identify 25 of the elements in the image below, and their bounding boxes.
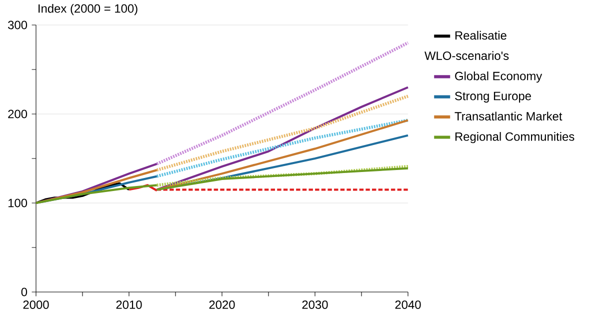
legend-title: WLO-scenario's <box>424 51 509 60</box>
line-series <box>155 41 410 166</box>
y-tick-label: 200 <box>8 110 28 118</box>
x-tick-label: 2030 <box>302 300 328 309</box>
x-tick-label: 2010 <box>116 300 142 309</box>
legend-label: Regional Communities <box>455 132 574 144</box>
line-series <box>156 167 410 191</box>
y-tick-label: 300 <box>8 20 28 30</box>
x-tick-label: 2040 <box>395 300 421 309</box>
line-series <box>155 94 410 172</box>
legend-label: Realisatie <box>455 30 506 40</box>
line-series <box>156 119 410 191</box>
legend-label: Transatlantic Market <box>454 112 562 121</box>
y-axis-title: Index (2000 = 100) <box>38 4 138 16</box>
legend-label: Strong Europe <box>455 92 531 103</box>
line-series <box>155 118 410 178</box>
x-tick-label: 2020 <box>209 300 235 309</box>
line-series <box>156 86 410 191</box>
x-tick-label: 2000 <box>23 300 49 309</box>
line-series <box>34 184 158 204</box>
legend-label: Global Economy <box>455 71 542 83</box>
y-tick-label: 100 <box>8 198 28 208</box>
line-series <box>34 169 158 204</box>
line-series <box>155 164 410 187</box>
y-tick-label: 0 <box>21 288 28 296</box>
